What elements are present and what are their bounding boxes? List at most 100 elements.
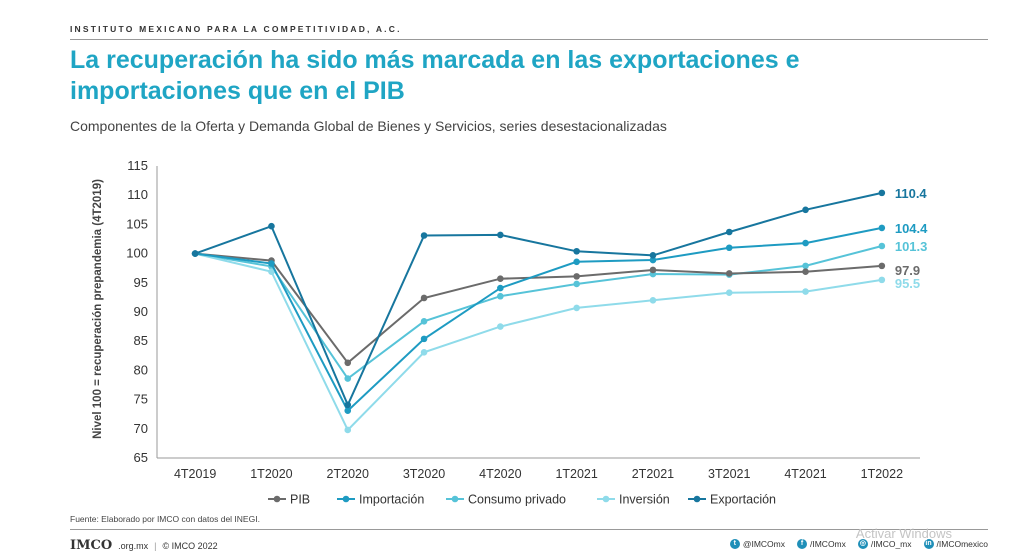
social-link[interactable]: ◎/IMCO_mx: [857, 539, 912, 549]
data-point: [878, 262, 886, 270]
social-links: t @IMCOmx f/IMCOmx ◎/IMCO_mx in/IMCOmexico: [729, 539, 988, 549]
logo-domain[interactable]: .org.mx: [118, 540, 149, 551]
legend-label: Importación: [359, 493, 424, 507]
copyright: © IMCO 2022: [162, 540, 218, 551]
data-point: [573, 247, 580, 255]
social-handle: /IMCOmx: [810, 539, 846, 549]
end-value-label: 101.3: [895, 239, 928, 254]
legend-swatch-marker: [342, 495, 350, 503]
data-point: [497, 231, 504, 239]
legend-item-consumo-privado: Consumo privado: [446, 493, 566, 507]
data-point: [802, 268, 809, 276]
legend-swatch-marker: [602, 495, 610, 503]
social-link[interactable]: f/IMCOmx: [797, 539, 846, 549]
source-note: Fuente: Elaborado por IMCO con datos del…: [70, 514, 260, 524]
x-tick-label: 2T2021: [632, 467, 674, 481]
legend: PIB Importación Consumo privado Inversión Ex…: [268, 493, 776, 507]
x-tick-label: 3T2021: [708, 467, 750, 481]
series-line: [194, 191, 883, 408]
data-point: [420, 348, 428, 356]
data-point: [344, 426, 352, 434]
data-point: [344, 375, 352, 382]
data-point: [725, 289, 733, 297]
data-point: [878, 189, 886, 197]
legend-swatch-marker: [273, 495, 281, 503]
legend-label: Consumo privado: [468, 493, 566, 507]
chart-title: La recuperación ha sido más marcada en l…: [70, 46, 800, 105]
series-pib: [191, 250, 886, 367]
x-tick-label: 1T2021: [555, 467, 597, 481]
y-tick-label: 115: [127, 158, 148, 173]
legend-item-importación: Importación: [337, 493, 424, 507]
data-point: [802, 288, 809, 295]
series-line: [195, 226, 883, 413]
line-chart: 65 70 75 80 85 90 95 100 105 110 115 4T2019 1T2020 2…: [92, 158, 928, 507]
y-tick-label: 80: [134, 362, 148, 377]
twitter-icon: t: [729, 539, 740, 549]
data-point: [420, 294, 428, 302]
y-tick-label: 110: [127, 187, 148, 202]
legend-item-inversión: Inversión: [597, 493, 670, 507]
legend-item-pib: PIB: [268, 493, 310, 507]
data-point: [497, 275, 504, 283]
x-tick-label: 1T2020: [250, 467, 292, 481]
data-point: [802, 262, 809, 270]
series-importación: [191, 224, 886, 414]
data-point: [802, 239, 809, 247]
social-handle: @IMCOmx: [742, 539, 785, 549]
data-point: [878, 242, 886, 250]
data-point: [497, 284, 504, 292]
legend-item-exportación: Exportación: [688, 493, 776, 507]
facebook-icon: f: [797, 539, 807, 549]
social-link[interactable]: in/IMCOmexico: [923, 539, 988, 549]
y-tick-label: 65: [134, 450, 148, 465]
data-point: [497, 292, 504, 300]
legend-swatch-marker: [693, 495, 701, 503]
data-point: [725, 270, 733, 277]
x-tick-label: 1T2022: [861, 467, 903, 481]
social-link[interactable]: t @IMCOmx: [729, 539, 785, 549]
end-value-label: 104.4: [895, 221, 928, 236]
data-point: [573, 258, 580, 266]
data-point: [344, 407, 352, 414]
y-tick-label: 90: [134, 304, 148, 319]
imco-logo: IMCO: [70, 538, 113, 553]
x-tick-label: 4T2019: [174, 467, 216, 481]
data-point: [649, 297, 657, 304]
data-point: [802, 206, 809, 214]
end-value-label: 95.5: [895, 276, 920, 291]
footer-brand: IMCO .org.mx | © IMCO 2022: [70, 538, 218, 553]
legend-swatch-marker: [451, 495, 459, 503]
y-tick-label: 75: [134, 392, 148, 407]
y-tick-label: 70: [134, 421, 148, 436]
end-value-label: 110.4: [895, 186, 928, 201]
data-point: [725, 244, 733, 252]
data-point: [573, 280, 580, 288]
y-axis-label: Nivel 100 = recuperación prepandemia (4T…: [92, 179, 104, 439]
data-point: [420, 318, 428, 325]
data-point: [268, 260, 275, 267]
bottom-divider: [70, 529, 988, 530]
y-tick-label: 105: [126, 216, 148, 231]
legend-label: PIB: [290, 493, 310, 507]
data-point: [878, 224, 886, 232]
data-point: [649, 266, 657, 274]
data-point: [268, 268, 275, 276]
social-handle: /IMCO_mx: [870, 539, 912, 549]
x-tick-label: 2T2020: [327, 467, 369, 481]
x-tick-label: 4T2020: [479, 467, 521, 481]
top-divider: [70, 39, 988, 40]
linkedin-icon: in: [923, 539, 934, 549]
y-tick-label: 85: [134, 333, 148, 348]
data-point: [573, 273, 580, 280]
x-tick-label: 4T2021: [784, 467, 826, 481]
end-value-label: 97.9: [895, 263, 920, 278]
series-line: [195, 245, 883, 381]
y-tick-label: 95: [134, 275, 148, 290]
data-point: [191, 250, 199, 257]
data-point: [497, 323, 504, 330]
org-name: INSTITUTO MEXICANO PARA LA COMPETITIVIDA…: [70, 24, 402, 34]
data-point: [344, 359, 352, 367]
series-line: [194, 252, 883, 432]
y-tick-label: 100: [126, 246, 148, 261]
